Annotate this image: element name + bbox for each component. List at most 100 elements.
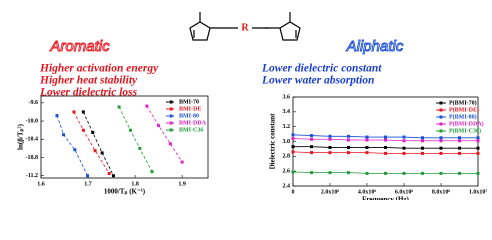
y-tick-label: 3.6 [283, 94, 291, 100]
plot-frame [40, 95, 209, 179]
point [128, 128, 132, 132]
legend-marker [439, 101, 443, 105]
point [107, 171, 111, 175]
point [150, 170, 154, 174]
point [328, 134, 332, 138]
point [384, 145, 387, 149]
point [458, 136, 461, 140]
point [402, 139, 406, 143]
point: Higher activation energy [39, 63, 159, 75]
legend-marker [169, 100, 173, 104]
point [365, 171, 369, 175]
heading: Aromatic [49, 38, 110, 55]
point: Higher heat stability [39, 75, 138, 87]
y-tick-label: -11.2 [26, 173, 38, 179]
y-tick-label: -9.6 [29, 100, 39, 106]
point [347, 171, 350, 175]
point [421, 146, 424, 150]
point [365, 138, 369, 142]
point [365, 151, 369, 155]
point [328, 145, 332, 149]
x-tick-label: 0 [292, 189, 295, 195]
point [384, 151, 387, 155]
point [328, 171, 332, 175]
point [347, 145, 350, 149]
point [55, 114, 59, 118]
legend-marker [169, 121, 173, 125]
point [72, 110, 76, 114]
legend-label: BMI-C36 [179, 127, 203, 133]
point [402, 146, 406, 150]
point [402, 171, 406, 175]
legend-marker [439, 108, 443, 112]
point [310, 171, 313, 175]
y-tick-label: 3.0 [283, 139, 291, 145]
legend-marker [439, 115, 443, 119]
legend-label: BMI-80 [179, 113, 199, 119]
y-tick-label: 2.4 [283, 183, 291, 189]
point: Lower dielectric constant [261, 63, 382, 75]
point [157, 124, 161, 128]
x-tick-label: 6.0x10⁶ [395, 189, 414, 195]
point [439, 146, 443, 150]
y-tick-label: 2.6 [283, 169, 291, 175]
point [421, 136, 424, 140]
point [328, 137, 332, 141]
point [384, 171, 387, 175]
x-tick-label: 4.0x10⁶ [358, 189, 377, 195]
point [91, 130, 95, 134]
point [310, 145, 313, 149]
legend-label: P(BMI-C36) [449, 127, 481, 134]
point [476, 146, 480, 150]
point [458, 171, 461, 175]
legend-label: BMI-DE [179, 106, 201, 112]
legend-label: P(BMI-DDA) [449, 120, 484, 127]
point: Lower dielectric loss [39, 87, 138, 99]
point [458, 146, 461, 150]
point [421, 139, 424, 143]
legend-marker [169, 107, 173, 111]
point [439, 151, 443, 155]
x-axis-label: 1000/Tₚ (K⁻¹) [104, 188, 146, 196]
point [421, 151, 424, 155]
point [117, 105, 121, 109]
point [476, 139, 480, 143]
legend-label: BMI-DDA [179, 120, 207, 126]
point [347, 151, 350, 155]
point [81, 128, 85, 132]
y-axis-label: Dielectric constant [269, 113, 277, 169]
y-tick-label: -10.8 [26, 155, 39, 161]
series-line [82, 111, 114, 176]
y-axis-label: ln(β/Tₚ²) [17, 123, 25, 150]
point [138, 146, 142, 150]
x-axis-label: Frequency (Hz) [362, 196, 409, 200]
point [347, 138, 350, 142]
point [439, 139, 443, 143]
point [384, 135, 387, 139]
point [291, 145, 295, 149]
point [476, 171, 480, 175]
x-tick-label: 1.9 [178, 181, 186, 187]
point [439, 136, 443, 140]
x-tick-label: 1.8 [131, 181, 139, 187]
point [310, 134, 313, 138]
point [402, 151, 406, 155]
point [476, 136, 480, 140]
x-tick-label: 1.6 [37, 181, 45, 187]
point [439, 171, 443, 175]
point [145, 104, 149, 108]
point [291, 137, 295, 141]
legend-marker [169, 114, 173, 118]
legend-marker [169, 128, 173, 132]
series-line [118, 106, 153, 172]
series-line [73, 111, 110, 174]
point [73, 148, 77, 152]
series-line [146, 105, 183, 163]
y-tick-label: 3.4 [283, 109, 291, 115]
y-tick-label: -10.4 [26, 137, 39, 143]
point [328, 151, 332, 155]
point [100, 151, 104, 155]
point [365, 135, 369, 139]
point [291, 170, 295, 174]
x-tick-label: 8.0x10⁶ [432, 189, 451, 195]
